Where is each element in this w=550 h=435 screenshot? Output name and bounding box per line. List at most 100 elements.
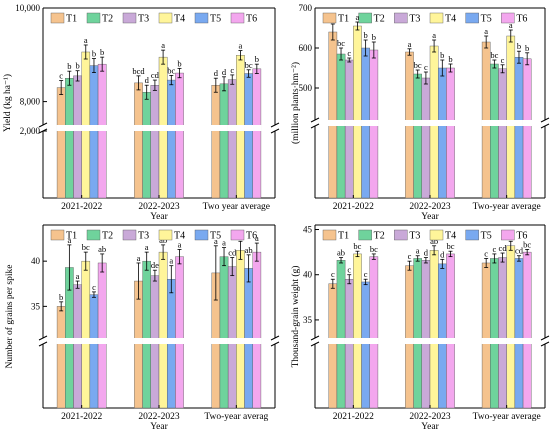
significance-letter: bc <box>523 239 531 249</box>
y-axis-title: (million plants·hm⁻²) <box>290 62 301 144</box>
significance-letter: ab <box>245 245 253 255</box>
bar-t6 <box>522 58 532 199</box>
significance-letter: a <box>416 246 420 256</box>
bar-break-gap <box>89 125 99 131</box>
y-tick-label: 40 <box>303 270 313 280</box>
bar-t4 <box>81 51 91 199</box>
x-axis-title: Year <box>421 422 439 432</box>
bar-break-gap <box>522 120 532 126</box>
bar-t1 <box>134 280 143 409</box>
significance-letter: b <box>448 54 452 64</box>
significance-letter: b <box>92 49 96 59</box>
legend-label: T6 <box>516 231 527 242</box>
significance-letter: c <box>92 282 96 292</box>
legend-swatch-t3 <box>122 229 137 241</box>
significance-letter: a <box>255 233 259 243</box>
significance-letter: a <box>214 236 218 246</box>
bar-t6 <box>252 251 262 409</box>
significance-letter: a <box>84 35 88 45</box>
significance-letter: b <box>177 58 181 68</box>
bar-break-gap <box>219 125 229 131</box>
bar-t4 <box>353 253 362 409</box>
bar-break-gap <box>421 338 431 344</box>
axis-break-mark <box>270 341 280 347</box>
bar-break-gap <box>211 125 221 131</box>
bar-t3 <box>344 59 354 199</box>
axis-break-mark <box>38 335 48 341</box>
bar-t2 <box>219 83 229 199</box>
bar-t6 <box>522 251 532 409</box>
x-axis-title: Year <box>150 212 168 222</box>
axis-break-mark <box>38 122 48 128</box>
legend-label: T3 <box>409 231 420 242</box>
bar-break-gap <box>506 338 516 344</box>
bar-break-gap <box>97 338 107 344</box>
significance-letter: a <box>509 20 513 30</box>
bar-break-gap <box>352 338 363 344</box>
legend-swatch-t1 <box>322 12 337 24</box>
legend-label: T2 <box>374 231 385 242</box>
bar-break-gap <box>81 125 91 131</box>
bar-t1 <box>481 262 491 409</box>
legend-swatch-t6 <box>230 12 245 24</box>
x-axis-title: Year <box>421 212 439 222</box>
legend-label: T3 <box>138 14 149 25</box>
significance-letter: cd <box>228 248 237 258</box>
axis-break-mark <box>310 341 320 347</box>
legend-label: T5 <box>210 231 221 242</box>
bar-break-gap <box>481 120 491 126</box>
bar-break-gap <box>514 120 524 126</box>
legend: T1 T2 T3 T4 T5 T6 <box>322 12 527 25</box>
y-tick-label: 700 <box>299 3 313 13</box>
y-tick-label: 35 <box>303 315 313 325</box>
legend-swatch-t1 <box>322 229 337 241</box>
y-tick-label: 600 <box>299 43 313 53</box>
bar-t5 <box>438 67 447 199</box>
legend-label: T4 <box>174 14 185 25</box>
bar-break-gap <box>64 338 74 344</box>
legend: T1 T2 T3 T4 T5 T6 <box>50 12 257 25</box>
bar-break-gap <box>174 338 185 344</box>
bar-break-gap <box>481 338 491 344</box>
bar-break-gap <box>506 120 516 126</box>
bar-t6 <box>446 67 455 199</box>
x-tick-label: Two year average <box>203 202 270 212</box>
bar-break-gap <box>174 125 185 131</box>
y-tick-label: 10,000 <box>15 3 40 13</box>
bar-break-gap <box>437 120 447 126</box>
bar-break-gap <box>235 338 246 344</box>
bar-t2 <box>219 256 229 409</box>
significance-letter: bc <box>414 60 422 70</box>
legend-swatch-t2 <box>358 12 372 24</box>
significance-letter: a <box>356 12 360 22</box>
y-axis-title: Thousand-grain weight (g) <box>290 266 301 368</box>
bar-break-gap <box>336 338 346 344</box>
bar-t1 <box>405 265 414 409</box>
significance-letter: c <box>230 65 234 75</box>
bar-break-gap <box>158 125 168 131</box>
significance-letter: d <box>145 75 150 85</box>
bar-t6 <box>446 253 455 409</box>
significance-letter: a <box>222 238 226 248</box>
significance-letter: cd <box>151 70 160 80</box>
bar-t3 <box>498 257 507 409</box>
significance-letter: c <box>424 62 428 72</box>
bar-break-gap <box>514 338 524 344</box>
bar-break-gap <box>166 338 176 344</box>
legend-label: T4 <box>445 14 456 25</box>
legend-label: T1 <box>338 14 349 25</box>
bar-break-gap <box>369 120 379 126</box>
bar-t2 <box>65 77 74 199</box>
bar-break-gap <box>404 120 415 126</box>
significance-letter: a <box>145 242 149 252</box>
significance-letter: c <box>492 244 496 254</box>
y-tick-label: 500 <box>299 83 313 93</box>
significance-letter: bc <box>337 38 345 48</box>
bar-t1 <box>56 306 66 409</box>
bar-break-gap <box>142 125 152 131</box>
bar-break-gap <box>437 338 447 344</box>
bar-break-gap <box>244 125 254 131</box>
significance-letter: b <box>440 50 444 60</box>
significance-letter: bc <box>245 60 253 70</box>
